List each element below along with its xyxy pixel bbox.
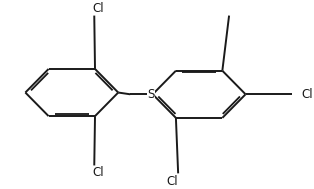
Text: Cl: Cl (92, 2, 104, 15)
Text: S: S (148, 88, 155, 101)
Text: Cl: Cl (92, 166, 104, 179)
Text: Cl: Cl (166, 175, 178, 188)
Text: Cl: Cl (301, 88, 313, 101)
